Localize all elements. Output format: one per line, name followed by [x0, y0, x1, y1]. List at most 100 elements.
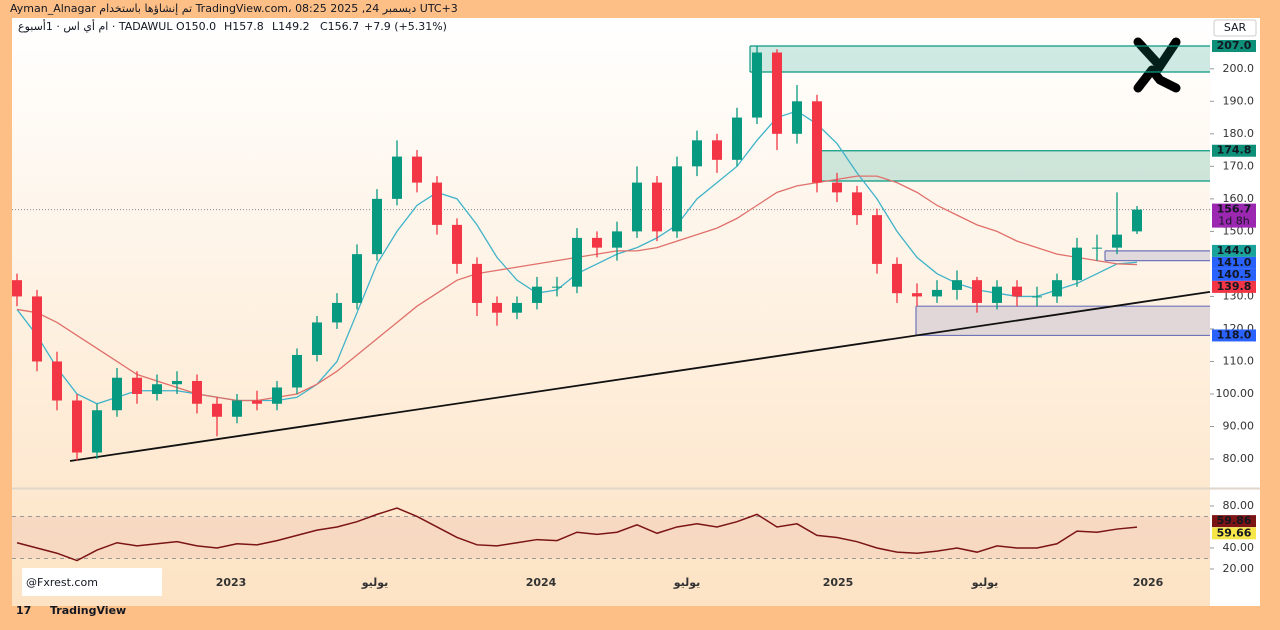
y-tick-label: 20.00 [1223, 562, 1255, 575]
y-tick-label: 190.0 [1223, 94, 1255, 107]
candle-body [592, 237, 602, 248]
candle-body [452, 224, 462, 264]
y-tick-label: 170.0 [1223, 159, 1255, 172]
watermark: @Fxrest.com [26, 576, 98, 589]
zone [1105, 250, 1210, 261]
price-label: 207.0 [1217, 39, 1252, 52]
candle-body [112, 377, 122, 411]
price-label: 139.8 [1217, 280, 1252, 293]
candle-body [232, 400, 242, 417]
value-label: 59.66 [1217, 526, 1252, 539]
zone [750, 46, 1210, 73]
candle-body [192, 380, 202, 404]
candle-body [732, 117, 742, 160]
candle-body [1032, 296, 1042, 298]
price-label: 144.0 [1217, 244, 1252, 257]
candle-body [1052, 280, 1062, 297]
y-tick-label: 110.0 [1223, 354, 1255, 367]
y-tick-label: 80.00 [1223, 499, 1255, 512]
x-tick-label: يوليو [361, 576, 389, 589]
y-tick-label: 100.00 [1216, 387, 1255, 400]
x-tick-label: 2023 [216, 576, 247, 589]
ohlc-value: +7.9 (+5.31%) [364, 20, 447, 33]
candle-body [412, 156, 422, 183]
x-tick-label: 2026 [1133, 576, 1164, 589]
price-axis [1210, 18, 1260, 606]
candle-body [152, 384, 162, 394]
price-label-box [1212, 40, 1256, 53]
candle-body [572, 237, 582, 287]
candle-body [672, 166, 682, 232]
price-label: 140.5 [1217, 268, 1252, 281]
brand: TradingView [50, 604, 126, 617]
candle-body [352, 254, 362, 303]
ohlc-value: H157.8 [224, 20, 264, 33]
x-tick-label: 2025 [823, 576, 854, 589]
y-tick-label: 160.0 [1223, 192, 1255, 205]
rsi-line [16, 507, 1138, 562]
candle-body [92, 410, 102, 453]
candle-body [872, 215, 882, 264]
candle-body [512, 302, 522, 313]
candle-body [652, 182, 662, 232]
zone [916, 306, 1210, 336]
value-label-box [1212, 527, 1256, 540]
ohlc-value: C156.7 [320, 20, 359, 33]
candle-body [692, 140, 702, 167]
rsi-band [12, 516, 1210, 559]
candle-body [472, 263, 482, 303]
price-label-box [1212, 144, 1256, 157]
price-label: 118.0 [1217, 328, 1252, 341]
chart-area [12, 18, 1260, 606]
candle-body [532, 286, 542, 303]
ohlc-value: L149.2 [272, 20, 310, 33]
candle-body [372, 198, 382, 255]
candle-body [432, 182, 442, 225]
candle-body [12, 280, 22, 297]
price-label-box [1212, 203, 1256, 228]
price-label: 156.7 [1217, 203, 1252, 216]
candle-body [332, 302, 342, 323]
candle-body [312, 322, 322, 355]
logo [1133, 37, 1181, 93]
zone [815, 150, 1210, 181]
y-tick-label: 200.0 [1223, 62, 1255, 75]
candle-body [852, 192, 862, 216]
x-tick-label: يوليو [971, 576, 999, 589]
candle-body [972, 280, 982, 303]
candle-body [212, 403, 222, 417]
candle-body [932, 289, 942, 297]
price-label-box [1212, 244, 1256, 257]
candle-body [772, 52, 782, 134]
trendline [69, 290, 1211, 462]
x-tick-label: يوليو [673, 576, 701, 589]
price-label-box [1212, 256, 1256, 269]
candle-body [1132, 209, 1142, 232]
x-tick-label: 2024 [526, 576, 557, 589]
price-label: 141.0 [1217, 256, 1252, 269]
countdown: 1d 8h [1218, 215, 1249, 228]
candle-body [1092, 247, 1102, 249]
y-tick-label: 90.00 [1223, 420, 1255, 433]
y-tick-label: 180.0 [1223, 127, 1255, 140]
price-label-box [1212, 268, 1256, 281]
value-label: 59.86 [1217, 514, 1252, 527]
candle-body [292, 354, 302, 388]
price-label: 174.8 [1217, 144, 1252, 157]
candle-body [992, 286, 1002, 303]
candle-body [252, 400, 262, 404]
price-label-box [1212, 329, 1256, 342]
symbol: ام أي اس · 1أسبوع · TADAWUL [18, 19, 173, 33]
candle-body [832, 182, 842, 193]
candle-body [272, 387, 282, 404]
currency: SAR [1224, 21, 1247, 34]
y-tick-label: 40.00 [1223, 541, 1255, 554]
candle-body [912, 293, 922, 297]
candle-body [392, 156, 402, 199]
candle-body [712, 140, 722, 160]
candle-body [892, 263, 902, 294]
candle-body [492, 302, 502, 313]
y-tick-label: 150.0 [1223, 224, 1255, 237]
candle-body [72, 400, 82, 453]
